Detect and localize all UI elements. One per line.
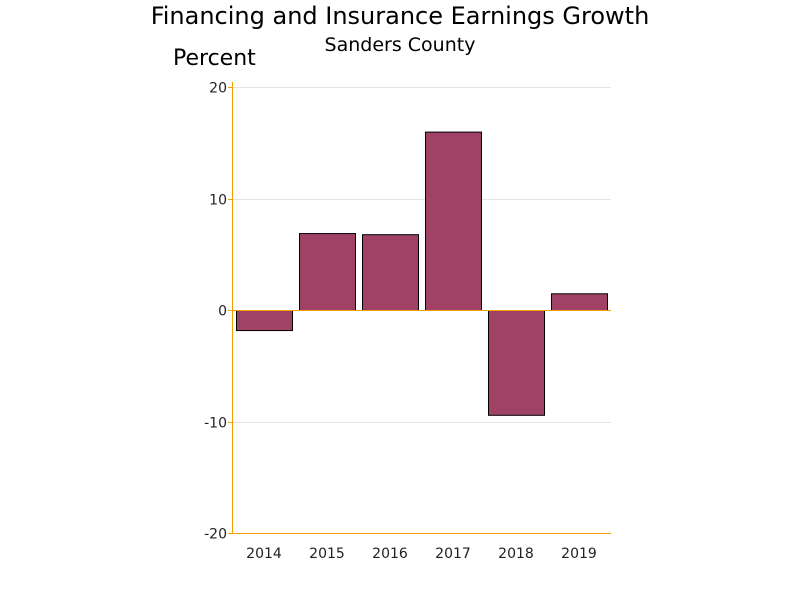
bar-2016 — [362, 234, 419, 311]
x-tick-label: 2016 — [372, 546, 408, 562]
bar-2017 — [425, 131, 482, 311]
x-tick-label: 2018 — [498, 546, 534, 562]
y-tick-label: 20 — [209, 81, 227, 97]
y-tick-label: -10 — [204, 416, 227, 432]
x-tick-label: 2014 — [246, 546, 282, 562]
y-tick-label: 10 — [209, 193, 227, 209]
chart-subtitle: Sanders County — [324, 34, 476, 56]
bar-2015 — [299, 233, 356, 311]
y-axis-label: Percent — [173, 46, 256, 71]
x-tick-label: 2015 — [309, 546, 345, 562]
bar-2018 — [488, 310, 545, 416]
bar-2014 — [236, 310, 293, 332]
y-tick-label: 0 — [218, 304, 227, 320]
bar-2019 — [551, 293, 608, 311]
x-tick-label: 2017 — [435, 546, 471, 562]
y-tick-label: -20 — [204, 527, 227, 543]
chart-title: Financing and Insurance Earnings Growth — [150, 2, 650, 30]
x-tick-label: 2019 — [561, 546, 597, 562]
